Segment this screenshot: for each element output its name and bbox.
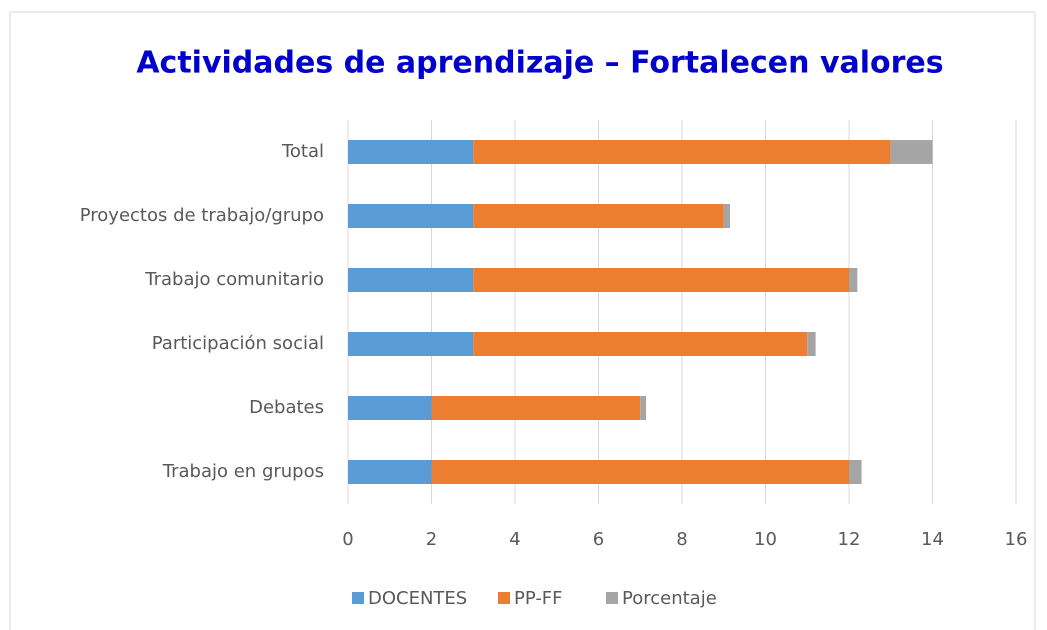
- legend-swatch: [352, 592, 364, 604]
- bar-segment: [849, 268, 858, 292]
- bar-segment: [640, 396, 647, 420]
- bar-segment: [807, 332, 816, 356]
- x-tick-label: 4: [509, 529, 520, 550]
- bar-segment: [348, 396, 432, 420]
- legend-label: DOCENTES: [368, 588, 467, 609]
- y-tick-label: Debates: [249, 397, 324, 418]
- bar-segment: [849, 460, 862, 484]
- bar-segment: [473, 268, 849, 292]
- bar-segment: [473, 140, 891, 164]
- bar-segment: [890, 140, 933, 164]
- chart-frame: [9, 11, 1036, 630]
- bar-segment: [348, 204, 474, 228]
- legend-swatch: [606, 592, 618, 604]
- chart-title: Actividades de aprendizaje – Fortalecen …: [136, 46, 943, 81]
- bar-segment: [348, 268, 474, 292]
- y-tick-label: Trabajo comunitario: [144, 269, 324, 290]
- bar-segment: [473, 332, 808, 356]
- bar-segment: [348, 460, 432, 484]
- x-tick-label: 0: [342, 529, 353, 550]
- bar-segment: [431, 396, 641, 420]
- x-tick-label: 2: [426, 529, 437, 550]
- y-tick-label: Participación social: [152, 333, 324, 354]
- bar-segment: [348, 332, 474, 356]
- y-tick-label: Proyectos de trabajo/grupo: [80, 205, 324, 226]
- x-tick-label: 14: [921, 529, 944, 550]
- bar-segment: [348, 140, 474, 164]
- y-tick-label: Trabajo en grupos: [162, 461, 324, 482]
- x-tick-label: 6: [593, 529, 604, 550]
- y-tick-label: Total: [281, 141, 324, 162]
- legend-label: PP-FF: [514, 588, 563, 609]
- x-tick-label: 16: [1005, 529, 1028, 550]
- legend-swatch: [498, 592, 510, 604]
- x-tick-label: 8: [676, 529, 687, 550]
- x-tick-label: 10: [754, 529, 777, 550]
- bar-segment: [431, 460, 849, 484]
- bar-segment: [473, 204, 724, 228]
- bar-segment: [723, 204, 731, 228]
- legend-label: Porcentaje: [622, 588, 717, 609]
- x-tick-label: 12: [838, 529, 861, 550]
